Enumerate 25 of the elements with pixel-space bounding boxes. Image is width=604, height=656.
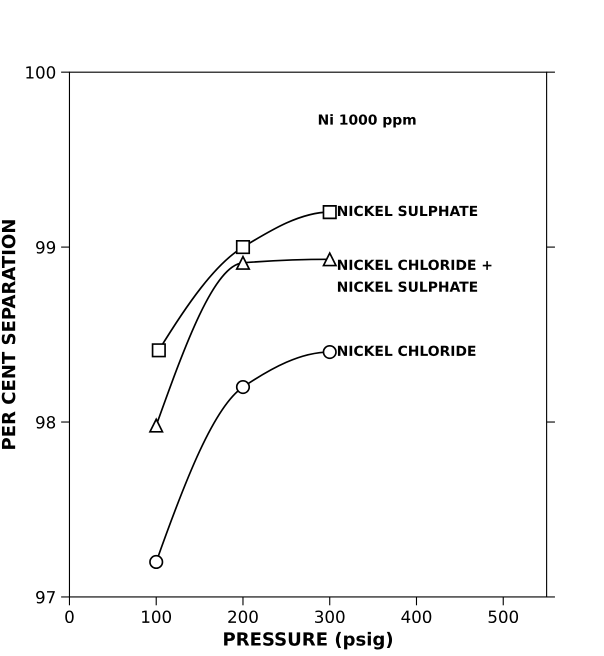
x-tick-label: 400 — [401, 610, 432, 624]
y-tick-label: 100 — [26, 66, 56, 79]
annotation: Ni 1000 ppm — [318, 114, 416, 128]
series-label: NICKEL CHLORIDE + NICKEL SULPHATE — [338, 260, 492, 292]
point — [236, 240, 250, 254]
point — [149, 554, 164, 570]
series-label: NICKEL SULPHATE — [338, 206, 478, 216]
y-tick-label: 98 — [36, 416, 56, 429]
y-axis-title: PER CENT SEPARATION — [2, 220, 16, 449]
x-tick-label: 0 — [65, 610, 74, 624]
x-tick-label: 100 — [142, 610, 172, 624]
point — [236, 256, 250, 270]
point — [236, 380, 250, 394]
series-label: NICKEL CHLORIDE — [338, 346, 476, 356]
y-tick-label: 99 — [36, 241, 56, 254]
point — [322, 252, 337, 266]
point — [322, 205, 337, 220]
x-tick-label: 500 — [488, 610, 518, 624]
x-tick-label: 300 — [315, 610, 345, 624]
y-tick-label: 97 — [36, 590, 55, 604]
point — [322, 344, 337, 360]
point — [149, 418, 164, 433]
x-axis-title: PRESSURE (psig) — [224, 632, 392, 650]
x-tick-label: 200 — [228, 610, 258, 624]
point — [152, 343, 166, 358]
